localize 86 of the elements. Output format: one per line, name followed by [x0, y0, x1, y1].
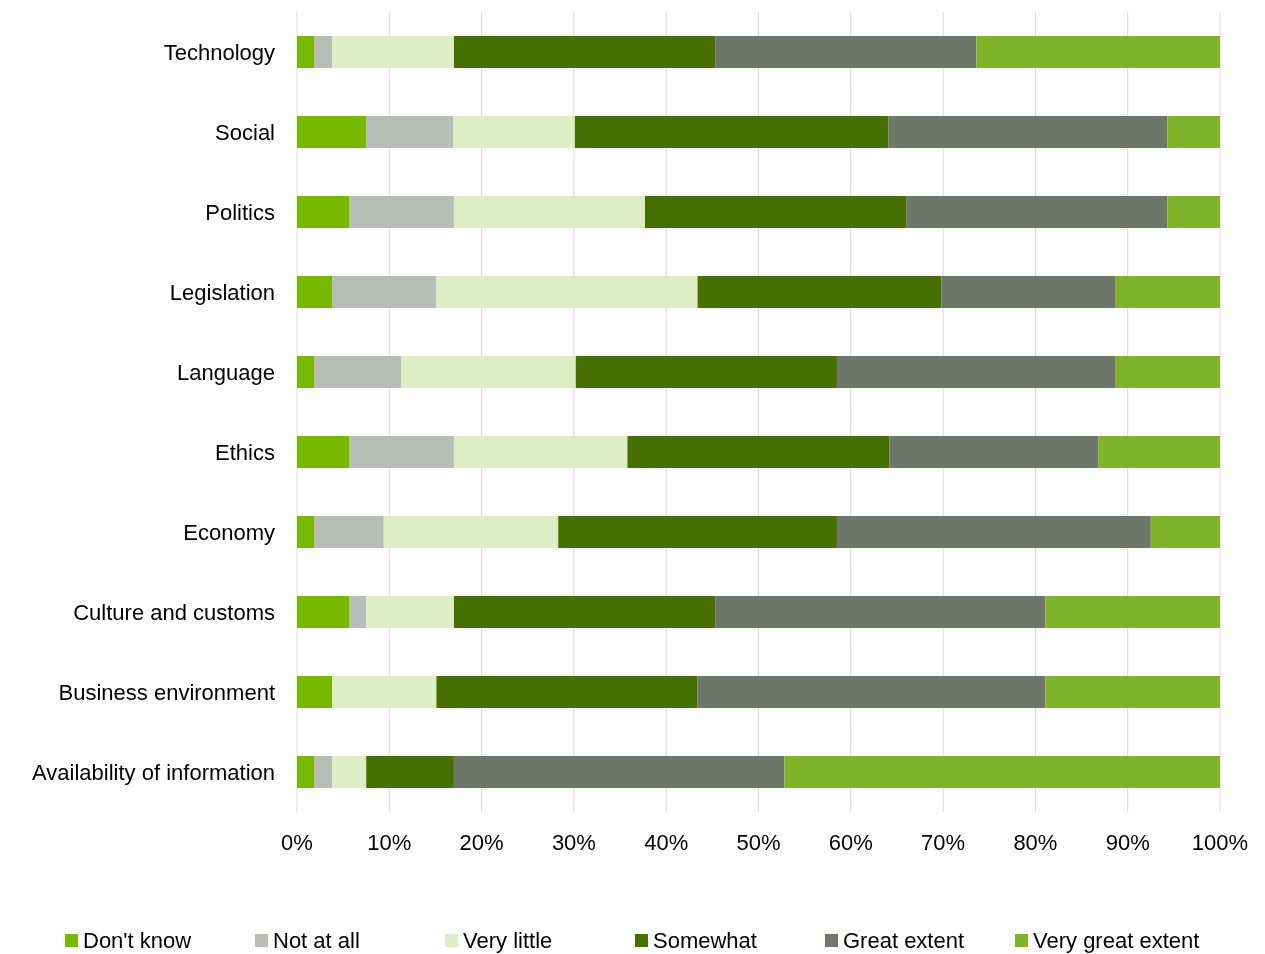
y-tick-label: Availability of information — [32, 759, 275, 785]
x-tick-label: 100% — [1191, 829, 1249, 855]
bar — [332, 756, 367, 788]
bar — [297, 196, 350, 228]
bar — [836, 356, 1116, 388]
bar — [1167, 196, 1220, 228]
bar — [297, 276, 333, 308]
bar — [1045, 596, 1220, 628]
bar — [941, 276, 1116, 308]
bar — [366, 756, 454, 788]
x-tick-label: 90% — [1105, 829, 1150, 855]
y-tick-label: Language — [177, 359, 275, 385]
y-tick-label: Business environment — [58, 679, 275, 705]
bar — [297, 36, 315, 68]
y-tick-label: Social — [215, 119, 275, 145]
x-tick-label: 40% — [644, 829, 689, 855]
legend-label: Not at all — [273, 927, 360, 953]
bar — [574, 116, 889, 148]
bar — [314, 36, 333, 68]
bar — [297, 676, 333, 708]
bar — [575, 356, 837, 388]
y-tick-label: Legislation — [169, 279, 275, 305]
bar — [453, 36, 716, 68]
bar — [297, 356, 315, 388]
bar — [1115, 356, 1220, 388]
legend-label: Don't know — [83, 927, 192, 953]
legend-label: Great extent — [843, 927, 965, 953]
x-tick-label: 30% — [551, 829, 596, 855]
bar — [888, 116, 1168, 148]
bar — [697, 676, 1046, 708]
bar — [332, 676, 437, 708]
bar — [1167, 116, 1220, 148]
bar — [906, 196, 1168, 228]
bar — [453, 196, 645, 228]
bar — [332, 276, 437, 308]
bar — [297, 516, 315, 548]
bar — [453, 596, 716, 628]
bar — [314, 756, 333, 788]
bar — [297, 436, 350, 468]
x-tick-label: 0% — [281, 829, 313, 855]
bar — [1098, 436, 1220, 468]
legend-label: Very great extent — [1033, 927, 1200, 953]
bar — [453, 756, 785, 788]
legend-label: Very little — [463, 927, 553, 953]
bar — [453, 436, 628, 468]
bar — [715, 596, 1046, 628]
x-tick-label: 50% — [736, 829, 781, 855]
bar — [436, 276, 698, 308]
bar — [784, 756, 1220, 788]
bar — [889, 436, 1099, 468]
legend-label: Somewhat — [653, 927, 757, 953]
bar — [314, 516, 384, 548]
y-tick-label: Culture and customs — [73, 599, 275, 625]
bar — [436, 676, 698, 708]
bar — [332, 36, 454, 68]
bar — [644, 196, 907, 228]
bar — [297, 116, 367, 148]
x-tick-label: 20% — [459, 829, 504, 855]
y-tick-label: Technology — [163, 39, 275, 65]
bar — [715, 36, 977, 68]
x-tick-label: 60% — [828, 829, 873, 855]
bar — [1115, 276, 1220, 308]
bar — [366, 116, 453, 148]
bar — [314, 356, 402, 388]
y-tick-label: Politics — [205, 199, 275, 225]
bar — [349, 596, 367, 628]
bar — [349, 436, 454, 468]
y-tick-label: Ethics — [215, 439, 275, 465]
bar — [349, 196, 454, 228]
bar — [1150, 516, 1220, 548]
x-tick-label: 10% — [367, 829, 412, 855]
bar — [1045, 676, 1220, 708]
y-tick-label: Economy — [183, 519, 275, 545]
bar — [558, 516, 837, 548]
bar — [401, 356, 576, 388]
x-tick-label: 80% — [1013, 829, 1058, 855]
bar — [627, 436, 890, 468]
x-tick-label: 70% — [921, 829, 966, 855]
bar — [366, 596, 454, 628]
bar — [383, 516, 559, 548]
bar — [697, 276, 942, 308]
bar — [452, 116, 575, 148]
bar — [297, 756, 315, 788]
bar — [836, 516, 1151, 548]
bar — [976, 36, 1220, 68]
bar — [297, 596, 350, 628]
